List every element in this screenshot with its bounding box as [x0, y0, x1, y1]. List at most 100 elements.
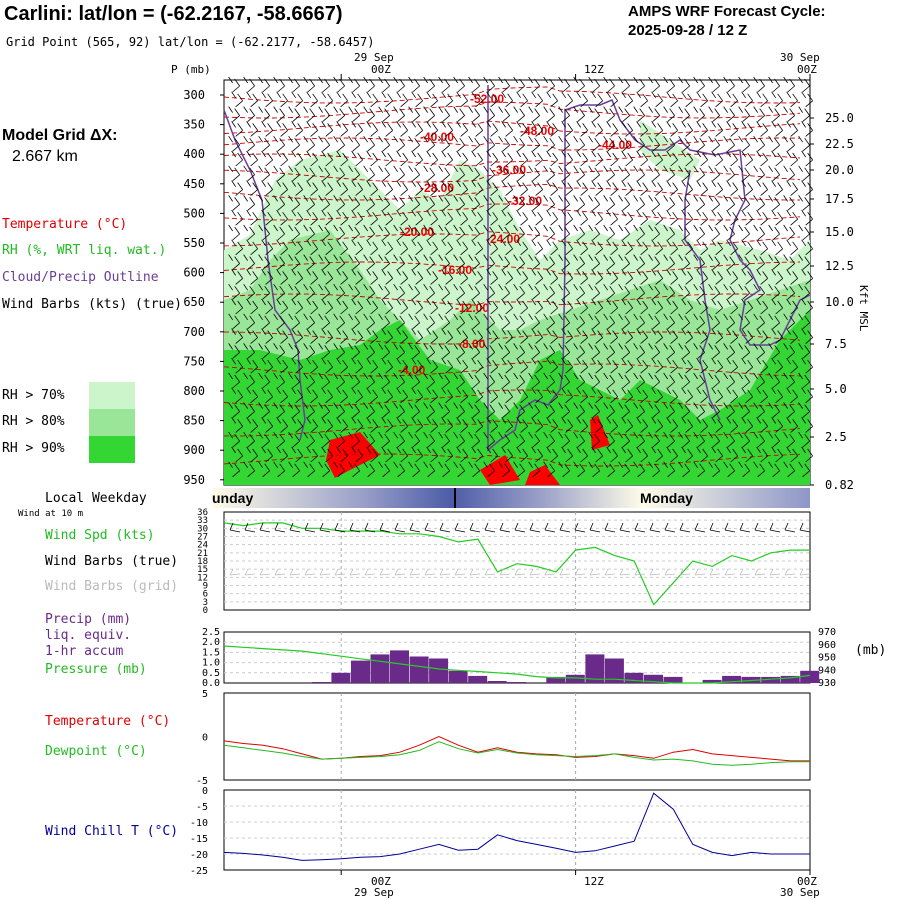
surface-wind-barb-true — [619, 522, 631, 533]
precip-tick-label: 2.5 — [202, 627, 220, 638]
wind-barb — [246, 121, 258, 137]
wind-barb — [636, 417, 648, 433]
wind-barb — [558, 76, 570, 93]
height-tick-label: 15.0 — [825, 225, 854, 239]
wind-barb — [573, 402, 585, 418]
wind-barb — [498, 254, 510, 270]
surface-wind-barb-true — [379, 522, 391, 533]
wind-barb — [408, 135, 420, 152]
wind-barb — [483, 195, 495, 211]
wind-barb — [261, 298, 273, 315]
wind-barb — [753, 135, 765, 152]
wind-barb — [396, 239, 408, 256]
wind-barb — [513, 76, 525, 93]
wind-barb — [603, 254, 615, 270]
wind-barb — [378, 343, 390, 359]
wind-barb — [801, 91, 813, 108]
wind-barb — [618, 402, 630, 418]
wind-barb — [591, 269, 603, 285]
wind-barb — [228, 283, 240, 300]
wind-barb — [393, 372, 405, 389]
wind-barb — [516, 209, 528, 226]
wind-barb — [573, 106, 585, 122]
wind-barb — [543, 165, 555, 182]
wind-barb — [441, 150, 453, 167]
wind-barb — [768, 431, 780, 448]
wind-barb — [318, 431, 330, 448]
wind-barb — [696, 150, 708, 167]
wind-barb — [318, 135, 330, 152]
wind-barb — [756, 357, 768, 374]
wind-barb — [708, 461, 720, 478]
pressure-tick-label: 400 — [183, 147, 205, 161]
wind-barb — [393, 106, 405, 122]
wind-tick-label: 18 — [197, 557, 208, 567]
wind-barb — [786, 446, 798, 463]
pressure-tick-label: 900 — [183, 443, 205, 457]
wind-barb — [426, 328, 438, 344]
wind-barb — [786, 121, 798, 137]
wind-barb — [741, 446, 753, 463]
wind-barb — [366, 91, 378, 108]
wind-barb — [753, 461, 765, 478]
wind-barb — [663, 224, 675, 241]
wind-barb — [606, 91, 618, 108]
wind-barb — [333, 402, 345, 418]
wind-barb — [696, 328, 708, 344]
wind-barb — [231, 269, 243, 285]
wind-barb — [318, 76, 330, 93]
wind-barb — [273, 461, 285, 478]
wind-barb — [588, 224, 600, 241]
surface-wind-barb-grid — [289, 568, 301, 576]
wind-barb — [381, 269, 393, 285]
wind-barb — [693, 402, 705, 418]
wind-barb — [351, 91, 363, 108]
wind-barb — [258, 402, 270, 418]
wind-barb — [441, 417, 453, 433]
wind-barb — [453, 402, 465, 418]
wind-barb — [618, 165, 630, 182]
pressure-tick-label: 700 — [183, 325, 205, 339]
wind-barb — [618, 313, 630, 330]
precip-tick-label: 1.5 — [202, 647, 220, 658]
precip-bar — [448, 670, 468, 683]
wind-barb — [636, 209, 648, 226]
wind-barb — [576, 121, 588, 137]
wind-barb — [723, 165, 735, 182]
wind-barb — [561, 239, 573, 256]
wind-barb — [276, 387, 288, 404]
wind-barb — [543, 402, 555, 418]
wind-barb — [621, 417, 633, 433]
wind-barb — [636, 239, 648, 256]
wind-barb — [726, 357, 738, 374]
wind-barb — [306, 357, 318, 374]
wind-barb — [333, 313, 345, 330]
wind-barb — [678, 254, 690, 270]
wind-barb — [348, 343, 360, 359]
wind-barb — [366, 150, 378, 167]
wind-barb — [456, 150, 468, 167]
wind-barb — [783, 224, 795, 241]
wind-tick-label: 9 — [203, 582, 208, 592]
precip-bar — [663, 676, 683, 683]
wind-barb — [648, 343, 660, 359]
wind-barb — [546, 239, 558, 256]
wind-barb — [621, 150, 633, 167]
legend-wind-barbs: Wind Barbs (kts) (true) — [2, 297, 183, 312]
page-title: Carlini: lat/lon = (-62.2167, -58.6667) — [4, 3, 343, 25]
wind-barb — [708, 254, 720, 270]
wind-barb — [291, 91, 303, 108]
wind-barb — [246, 269, 258, 285]
wind-barb — [558, 372, 570, 389]
wind-barb — [393, 402, 405, 418]
wind-barb — [591, 150, 603, 167]
wind-barb — [633, 106, 645, 122]
wind-barb — [273, 165, 285, 182]
wind-barb — [423, 461, 435, 478]
surface-wind-barb-grid — [664, 568, 676, 576]
wind-barb — [696, 357, 708, 374]
wind-barb — [603, 76, 615, 93]
wind-barb — [513, 343, 525, 359]
wind-barb — [378, 372, 390, 389]
surface-wind-barb-grid — [619, 568, 631, 576]
